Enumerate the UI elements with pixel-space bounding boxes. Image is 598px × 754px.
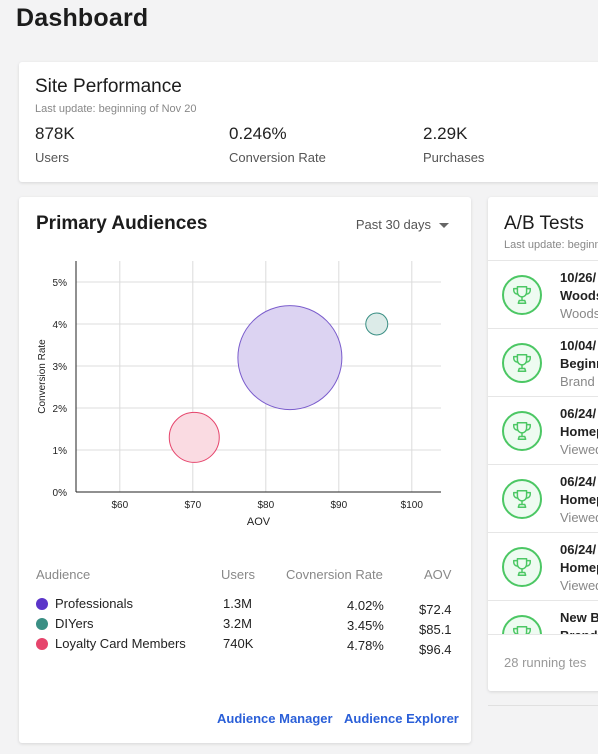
metric-label: Conversion Rate [229,150,326,165]
primary-audiences-title: Primary Audiences [36,213,208,234]
page-title: Dashboard [16,4,149,32]
ab-test-description: Viewed [560,578,598,593]
audience-aov: $72.4 [419,602,452,617]
ab-test-title: Brand [560,628,598,634]
header-users: Users [221,567,255,582]
audience-aov: $85.1 [419,622,452,637]
ab-tests-title: A/B Tests [504,213,584,234]
metric-value: 878K [35,124,75,143]
date-range-dropdown[interactable]: Past 30 days [356,217,449,232]
bubble-0 [237,305,343,411]
ab-test-description: Viewed [560,442,598,457]
audience-name: Professionals [55,596,134,611]
ab-test-item[interactable]: 10/26/Woods Woods [488,260,598,328]
ab-test-item[interactable]: 10/04/Beginn Brand [488,328,598,396]
x-tick-label: $60 [111,500,128,511]
y-tick-label: 1% [53,446,68,457]
trophy-icon [502,479,542,519]
ab-test-title: Beginn [560,356,598,371]
audience-aov: $96.4 [419,642,452,657]
y-tick-label: 0% [53,488,68,499]
audience-name: Loyalty Card Members [55,636,186,651]
trophy-icon [502,411,542,451]
ab-test-item[interactable]: 06/24/Homep Viewed [488,396,598,464]
ab-tests-subtitle: Last update: beginn [504,239,598,251]
x-axis-ticks: $60 $70 $80 $90 $100 [111,500,423,511]
audience-explorer-link[interactable]: Audience Explorer [344,711,459,726]
y-tick-label: 2% [53,404,68,415]
audience-row-professionals[interactable]: Professionals 1.3M 4.02% $72.4 [36,595,456,617]
divider [488,705,598,706]
ab-test-date: 06/24/ [560,542,597,557]
ab-test-item[interactable]: 06/24/Homep Viewed [488,532,598,600]
audience-users: 1.3M [223,596,252,611]
y-tick-label: 5% [53,278,68,289]
ab-test-description: Viewed [560,510,598,525]
ab-test-date: 10/04/ [560,338,597,353]
ab-test-item[interactable]: 06/24/Homep Viewed [488,464,598,532]
audience-conversion: 3.45% [347,618,384,633]
diyers-color-dot [36,618,48,630]
ab-test-description: Brand [560,374,595,389]
x-axis-label: AOV [247,516,271,528]
audience-bubble-chart: $60 $70 $80 $90 $100 0% 1% 2% 3% 4% 5% AOV Conver… [37,261,441,528]
metric-value: 0.246% [229,124,287,143]
y-tick-label: 4% [53,320,68,331]
header-audience: Audience [36,567,91,582]
x-tick-label: $70 [184,500,201,511]
ab-test-date: New B [560,610,598,625]
header-aov: AOV [424,567,452,582]
ab-test-item[interactable]: New B Brand [488,600,598,634]
metric-purchases: 2.29K Purchases [423,124,484,165]
header-conversion-rate: Covnersion Rate [286,567,383,582]
audience-users: 740K [223,636,254,651]
audience-row-loyalty-card-members[interactable]: Loyalty Card Members 740K 4.78% $96.4 [36,635,456,657]
metric-users: 878K Users [35,124,75,165]
ab-test-date: 06/24/ [560,474,597,489]
ab-tests-list: 10/26/Woods Woods 10/04/Beginn Brand 06/24/H… [488,260,598,634]
running-tests-count: 28 running tes [504,655,587,670]
ab-test-title: Homep [560,424,598,439]
trophy-icon [502,615,542,634]
chart-bubbles [168,305,389,463]
ab-test-date: 10/26/ [560,270,597,285]
y-axis-label: Conversion Rate [37,339,48,414]
loyalty-color-dot [36,638,48,650]
site-performance-title: Site Performance [35,76,182,97]
x-tick-label: $100 [401,500,424,511]
trophy-icon [502,343,542,383]
x-tick-label: $90 [330,500,347,511]
ab-test-title: Woods [560,288,598,303]
ab-tests-footer[interactable]: 28 running tes [488,634,598,691]
primary-audiences-card: Primary Audiences Past 30 days $60 $70 $80… [19,197,471,743]
metric-label: Users [35,150,69,165]
ab-test-title: Homep [560,492,598,507]
metric-label: Purchases [423,150,485,165]
bubble-1 [365,312,389,336]
professionals-color-dot [36,598,48,610]
caret-down-icon [439,223,449,228]
metric-value: 2.29K [423,124,468,143]
ab-test-date: 06/24/ [560,406,597,421]
ab-tests-card: A/B Tests Last update: beginn 10/26/Wood… [488,197,598,691]
ab-test-title: Homep [560,560,598,575]
x-tick-label: $80 [257,500,274,511]
audience-conversion: 4.02% [347,598,384,613]
audience-manager-link[interactable]: Audience Manager [217,711,333,726]
audience-conversion: 4.78% [347,638,384,653]
audience-row-diyers[interactable]: DIYers 3.2M 3.45% $85.1 [36,615,456,637]
y-axis-ticks: 0% 1% 2% 3% 4% 5% [53,278,68,499]
metric-conversion-rate: 0.246% Conversion Rate [229,124,326,165]
ab-test-description: Woods [560,306,598,321]
site-performance-subtitle: Last update: beginning of Nov 20 [35,103,197,115]
bubble-2 [168,411,220,463]
trophy-icon [502,275,542,315]
y-tick-label: 3% [53,362,68,373]
audience-users: 3.2M [223,616,252,631]
date-range-label: Past 30 days [355,217,431,232]
site-performance-card: Site Performance Last update: beginning … [19,62,598,182]
audience-name: DIYers [55,616,94,631]
trophy-icon [502,547,542,587]
